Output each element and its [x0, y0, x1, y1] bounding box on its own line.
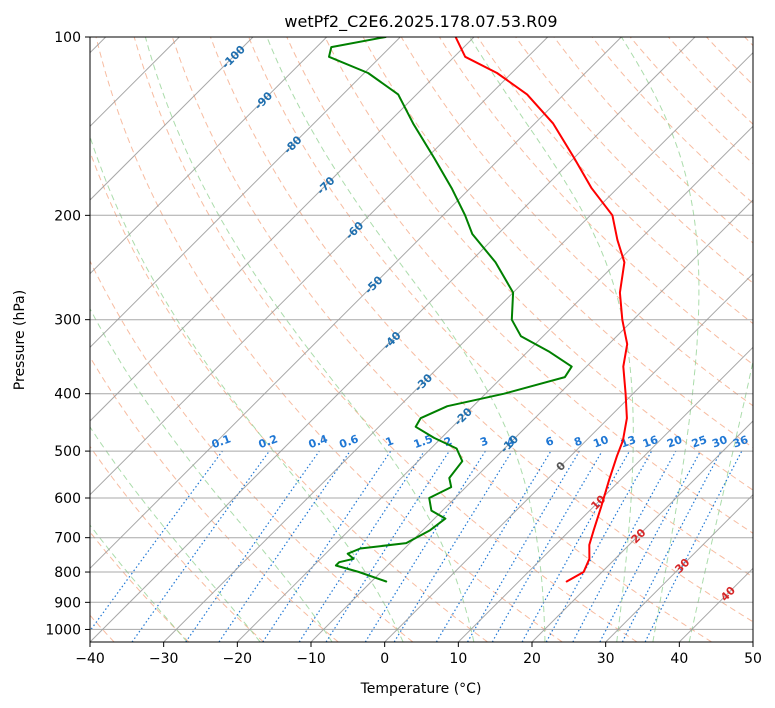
x-tick-label: 50 [744, 651, 762, 667]
dry-adiabat [248, 37, 753, 578]
temperature-line [454, 37, 629, 583]
x-axis: −40 −30 −20 −10 0 10 20 30 40 50 [75, 642, 762, 667]
x-tick-label: −30 [149, 651, 179, 667]
mixing-ratio-line [185, 450, 320, 642]
y-tick-label: 900 [54, 595, 81, 611]
isotherm [90, 37, 401, 349]
mixing-ratio-line [298, 450, 425, 642]
mixing-ratio-line [131, 450, 270, 642]
mixing-ratio-label: 16 [641, 433, 660, 451]
x-tick-label: 0 [380, 651, 389, 667]
mixing-ratio-label: 36 [731, 433, 750, 451]
y-tick-label: 100 [54, 30, 81, 46]
isotherm [90, 37, 254, 201]
isotherm [605, 493, 753, 642]
x-tick-label: −40 [75, 651, 105, 667]
y-tick-label: 600 [54, 491, 81, 507]
isotherm [163, 51, 753, 642]
x-tick-label: −20 [223, 651, 253, 667]
series-layer [328, 37, 629, 583]
dry-adiabat [286, 37, 753, 534]
y-tick-label: 1000 [45, 622, 81, 638]
moist-adiabat [144, 37, 475, 642]
moist-adiabat [620, 37, 700, 642]
chart-title: wetPf2_C2E6.2025.178.07.53.R09 [284, 12, 557, 32]
dry-adiabat [95, 37, 563, 642]
grid-layer [90, 37, 753, 642]
isotherm [90, 37, 622, 570]
x-tick-label: 20 [523, 651, 541, 667]
mixing-ratio-line [545, 450, 653, 642]
dry-adiabat [133, 37, 638, 642]
dry-adiabat [515, 37, 753, 284]
y-axis: 100 200 300 400 500 600 700 800 900 1000 [45, 30, 90, 638]
dewpoint-line [328, 37, 573, 583]
isotherm [531, 420, 753, 642]
mixing-ratio-label: 0.6 [338, 432, 361, 451]
dry-adiabat [90, 259, 414, 642]
isotherm [90, 37, 549, 496]
y-tick-label: 300 [54, 313, 81, 329]
mixing-ratio-label: 1.5 [412, 432, 435, 451]
isotherm [90, 37, 328, 275]
y-tick-label: 700 [54, 531, 81, 547]
y-tick-label: 400 [54, 387, 81, 403]
moist-adiabat [90, 135, 404, 642]
mixing-ratio-label: 1 [384, 434, 396, 449]
mixing-ratio-label: 0.2 [257, 432, 280, 451]
x-tick-label: 30 [597, 651, 615, 667]
moist-adiabat [688, 359, 753, 642]
mixing-ratio-label: 10 [591, 433, 610, 451]
mixing-ratio-line [218, 450, 351, 642]
x-tick-label: 10 [449, 651, 467, 667]
mixing-ratio-label: 20 [665, 433, 684, 451]
dry-adiabat [324, 37, 753, 491]
isotherm [384, 272, 753, 642]
y-tick-label: 500 [54, 444, 81, 460]
plot-frame [89, 36, 754, 643]
mixing-ratio-line [262, 450, 392, 642]
moist-adiabat [90, 524, 188, 642]
mixing-ratio-line [90, 450, 223, 632]
mixing-ratio-line [572, 450, 677, 642]
moist-adiabat [266, 37, 546, 642]
mixing-ratio-label: 0.4 [307, 432, 330, 451]
mixing-ratio-line [644, 450, 743, 642]
dry-adiabat [90, 356, 339, 642]
y-tick-label: 800 [54, 565, 81, 581]
mixing-ratio-label: 30 [710, 433, 729, 451]
moist-adiabat [90, 426, 261, 642]
mixing-ratio-label: 3 [478, 434, 490, 449]
y-axis-label: Pressure (hPa) [12, 290, 28, 390]
isotherm [90, 37, 696, 642]
mixing-ratio-label: 25 [690, 433, 709, 450]
x-axis-label: Temperature (°C) [360, 681, 482, 697]
mixing-ratio-label: 0.1 [210, 432, 233, 451]
dry-adiabat [90, 445, 264, 642]
mixing-ratio-line [393, 450, 513, 642]
mixing-ratio-label: 2 [442, 434, 454, 449]
moist-adiabat [90, 307, 333, 642]
isotherm [236, 125, 753, 642]
y-tick-label: 200 [54, 208, 81, 224]
x-tick-label: 40 [670, 651, 688, 667]
mixing-ratio-label: 4 [505, 434, 517, 449]
mixing-ratio-label: 8 [572, 434, 584, 449]
dry-adiabat [210, 37, 753, 623]
mixing-ratio-line [325, 450, 450, 642]
x-tick-label: −10 [296, 651, 326, 667]
dry-adiabat [171, 37, 712, 642]
isotherm [90, 37, 475, 422]
mixing-ratio-label: 6 [544, 434, 556, 449]
isotherm [457, 346, 753, 642]
